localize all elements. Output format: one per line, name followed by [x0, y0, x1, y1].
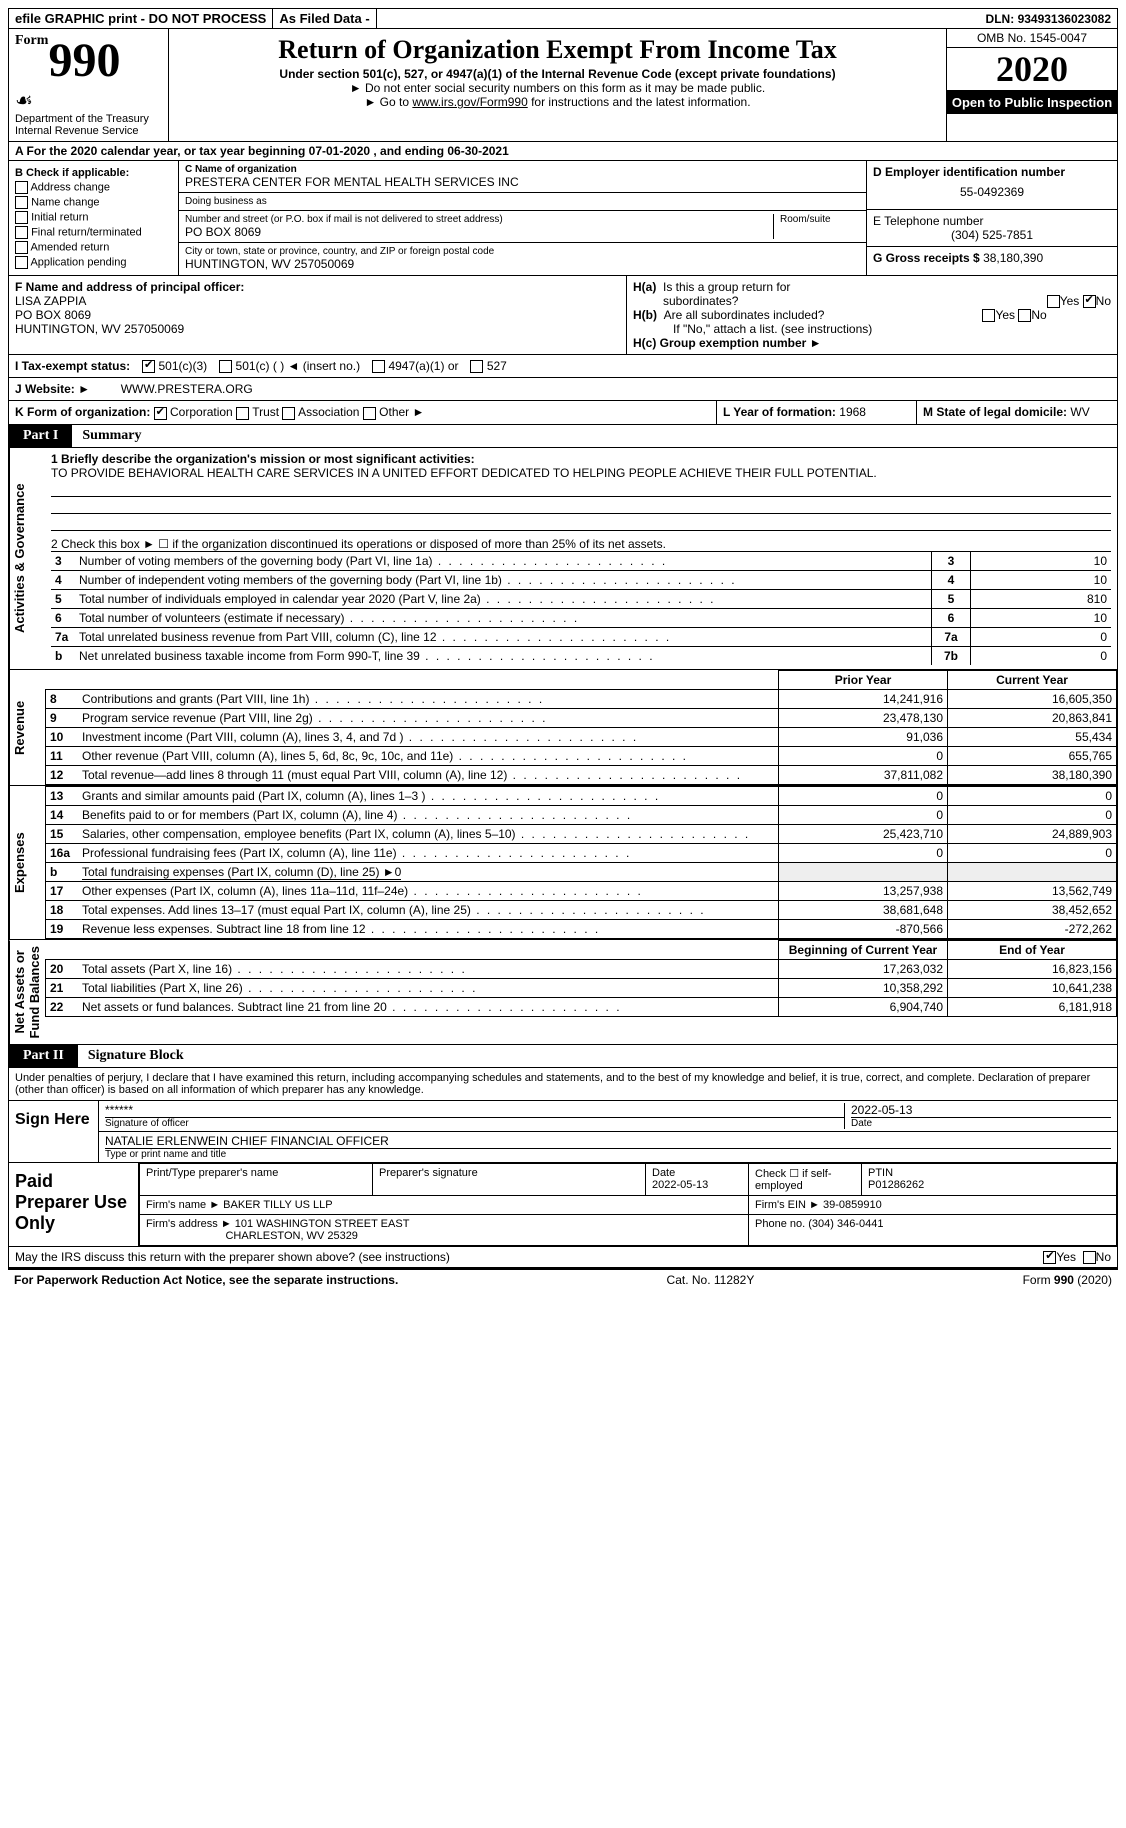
part2-header: Part II Signature Block [8, 1045, 1118, 1068]
section-bcdeg: B Check if applicable: Address change Na… [8, 161, 1118, 276]
part1-governance: Activities & Governance 1 Briefly descri… [8, 448, 1118, 670]
gov-line: 5Total number of individuals employed in… [51, 589, 1111, 608]
header-right: OMB No. 1545-0047 2020 Open to Public In… [947, 29, 1117, 141]
form-number-cell: Form990 ☙ Department of the Treasury Int… [9, 29, 169, 141]
fin-section: RevenuePrior YearCurrent Year8Contributi… [8, 670, 1118, 786]
asfiled-label: As Filed Data - [273, 9, 376, 28]
fin-section: Expenses13Grants and similar amounts pai… [8, 786, 1118, 940]
k-org-form: K Form of organization: Corporation Trus… [9, 401, 717, 423]
dln: DLN: 93493136023082 [980, 10, 1117, 28]
gov-line: 4Number of independent voting members of… [51, 570, 1111, 589]
gov-line: bNet unrelated business taxable income f… [51, 646, 1111, 665]
principal-officer: F Name and address of principal officer:… [9, 276, 627, 354]
row-klm: K Form of organization: Corporation Trus… [8, 401, 1118, 424]
m-state: M State of legal domicile: WV [917, 401, 1117, 423]
row-fh: F Name and address of principal officer:… [8, 276, 1118, 355]
gov-line: 6Total number of volunteers (estimate if… [51, 608, 1111, 627]
signature-block: Under penalties of perjury, I declare th… [8, 1068, 1118, 1268]
topbar: efile GRAPHIC print - DO NOT PROCESS As … [8, 8, 1118, 29]
gov-line: 7aTotal unrelated business revenue from … [51, 627, 1111, 646]
row-i: I Tax-exempt status: 501(c)(3) 501(c) ( … [8, 355, 1118, 378]
gov-line: 3Number of voting members of the governi… [51, 551, 1111, 570]
row-j: J Website: ► WWW.PRESTERA.ORG [8, 378, 1118, 401]
name-col: C Name of organization PRESTERA CENTER F… [179, 161, 867, 275]
l-year: L Year of formation: 1968 [717, 401, 917, 423]
efile-label: efile GRAPHIC print - DO NOT PROCESS [9, 9, 273, 28]
header-center: Return of Organization Exempt From Incom… [169, 29, 947, 141]
part1-header: Part I Summary [8, 425, 1118, 448]
row-a-tax-year: A For the 2020 calendar year, or tax yea… [8, 142, 1118, 161]
right-col-deg: D Employer identification number 55-0492… [867, 161, 1117, 275]
fin-section: Net Assets or Fund BalancesBeginning of … [8, 940, 1118, 1045]
form-header: Form990 ☙ Department of the Treasury Int… [8, 29, 1118, 142]
form-title: Return of Organization Exempt From Incom… [175, 35, 940, 65]
footer: For Paperwork Reduction Act Notice, see … [8, 1268, 1118, 1290]
check-b: B Check if applicable: Address change Na… [9, 161, 179, 275]
irs-discuss: May the IRS discuss this return with the… [9, 1246, 1117, 1267]
h-section: H(a) Is this a group return for subordin… [627, 276, 1117, 354]
